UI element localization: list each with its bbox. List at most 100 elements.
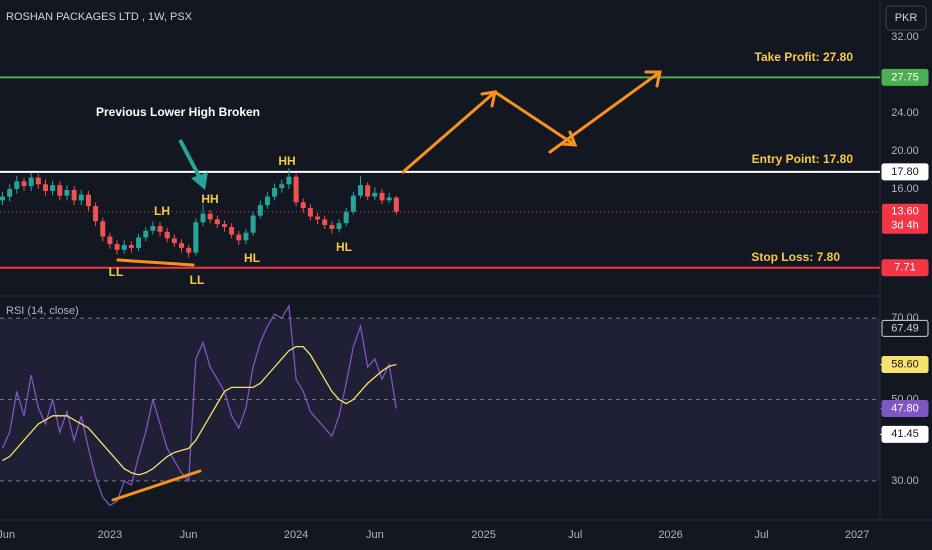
rsi-marker-label: 41.45 bbox=[891, 428, 919, 440]
rsi-marker-label-box bbox=[881, 356, 929, 374]
projection-line bbox=[401, 90, 497, 174]
candle-body bbox=[358, 185, 364, 196]
candle-body bbox=[264, 196, 270, 206]
arrow-head bbox=[191, 172, 208, 190]
candle-body bbox=[329, 225, 335, 229]
candle-body bbox=[57, 185, 63, 196]
divergence-line bbox=[116, 258, 195, 267]
annotation: Stop Loss: 7.80 bbox=[751, 250, 840, 264]
level-label: 17.80 bbox=[891, 166, 919, 178]
currency-label[interactable]: PKR bbox=[895, 12, 918, 24]
candle-body bbox=[35, 177, 41, 185]
last-price-label: 13.60 bbox=[891, 206, 919, 218]
candle-body bbox=[64, 189, 70, 196]
candle-body bbox=[121, 245, 127, 250]
candle-body bbox=[186, 247, 192, 253]
candle-body bbox=[128, 245, 134, 248]
y-tick-label: 16.00 bbox=[891, 183, 919, 195]
candle-body bbox=[372, 192, 378, 197]
annotation: HL bbox=[244, 251, 260, 265]
x-tick-label: Jun bbox=[0, 529, 15, 541]
annotation: Take Profit: 27.80 bbox=[755, 50, 854, 64]
candle-body bbox=[171, 238, 177, 244]
currency-button[interactable] bbox=[885, 5, 927, 31]
candle-body bbox=[50, 185, 56, 191]
candle-body bbox=[136, 237, 142, 248]
candle-body bbox=[107, 236, 113, 245]
arrow-head bbox=[644, 70, 662, 88]
y-tick-label: 32.00 bbox=[891, 31, 919, 43]
candle-body bbox=[272, 188, 278, 197]
candle-body bbox=[350, 195, 356, 212]
plot: Jun 2023 Jun 2024 Jun 2025 Jul 2026 Jul 2027 32.00… bbox=[0, 31, 929, 541]
y-tick-label: 20.00 bbox=[891, 145, 919, 157]
y-tick-label: 24.00 bbox=[891, 107, 919, 119]
candle-body bbox=[193, 222, 199, 253]
x-tick-label: 2024 bbox=[284, 529, 308, 541]
level-label-box bbox=[881, 259, 929, 277]
arrow-shaft bbox=[178, 139, 202, 179]
candle-body bbox=[250, 215, 256, 233]
x-tick-label: Jun bbox=[366, 529, 384, 541]
level-label-box bbox=[881, 163, 929, 181]
candle-body bbox=[164, 231, 170, 239]
candle-body bbox=[179, 243, 185, 248]
candle-body bbox=[150, 226, 156, 231]
candle-body bbox=[14, 181, 20, 190]
candle-body bbox=[157, 226, 163, 232]
annotation: LH bbox=[154, 204, 170, 218]
candle-body bbox=[279, 184, 285, 189]
candle-body bbox=[28, 177, 34, 187]
candle-body bbox=[286, 176, 292, 185]
x-tick-label: Jul bbox=[754, 529, 768, 541]
divergence-line bbox=[111, 469, 202, 502]
x-tick-label: 2025 bbox=[471, 529, 495, 541]
annotation: HL bbox=[336, 240, 352, 254]
candle-body bbox=[93, 206, 99, 222]
annotation: HH bbox=[201, 192, 218, 206]
drawings bbox=[111, 70, 662, 502]
candle-body bbox=[42, 184, 48, 191]
projection-line bbox=[548, 70, 662, 154]
candle-body bbox=[386, 197, 392, 201]
candle-body bbox=[114, 244, 120, 250]
annotation: LL bbox=[109, 265, 124, 279]
symbol-title: ROSHAN PACKAGES LTD , 1W, PSX bbox=[6, 11, 193, 23]
rsi-marker-label-box bbox=[881, 400, 929, 417]
candle-body bbox=[243, 232, 249, 241]
candle-body bbox=[365, 185, 371, 197]
rsi-title: RSI (14, close) bbox=[6, 305, 79, 317]
candle-body bbox=[21, 181, 27, 187]
x-tick-label: 2027 bbox=[845, 529, 869, 541]
candle-body bbox=[322, 219, 328, 226]
candle-body bbox=[343, 211, 349, 224]
rsi-marker-label: 58.60 bbox=[891, 358, 919, 370]
candle-body bbox=[7, 189, 13, 197]
annotation: HH bbox=[278, 154, 295, 168]
candle-body bbox=[221, 224, 227, 227]
rsi-marker-label: 67.49 bbox=[891, 322, 919, 334]
rsi-line bbox=[2, 345, 397, 476]
rsi-marker-label-box bbox=[881, 425, 929, 443]
pointer-arrow bbox=[178, 139, 208, 190]
level-label-box bbox=[881, 68, 929, 86]
x-tick-label: 2026 bbox=[658, 529, 682, 541]
rsi-tick-label: 30.00 bbox=[891, 475, 919, 487]
candle-body bbox=[379, 192, 385, 201]
last-price-box bbox=[882, 203, 928, 234]
candle-body bbox=[236, 234, 242, 241]
candle-body bbox=[300, 202, 306, 209]
candle-body bbox=[207, 213, 213, 220]
projection-line bbox=[493, 90, 577, 147]
annotation: Previous Lower High Broken bbox=[96, 105, 260, 119]
candle-body bbox=[315, 216, 321, 220]
rsi-marker-label-box bbox=[881, 319, 929, 337]
candle-body bbox=[393, 197, 399, 212]
candle-body bbox=[214, 219, 220, 225]
x-tick-label: Jun bbox=[180, 529, 198, 541]
x-tick-label: 2023 bbox=[98, 529, 122, 541]
candle-body bbox=[307, 208, 313, 217]
x-tick-label: Jul bbox=[568, 529, 582, 541]
